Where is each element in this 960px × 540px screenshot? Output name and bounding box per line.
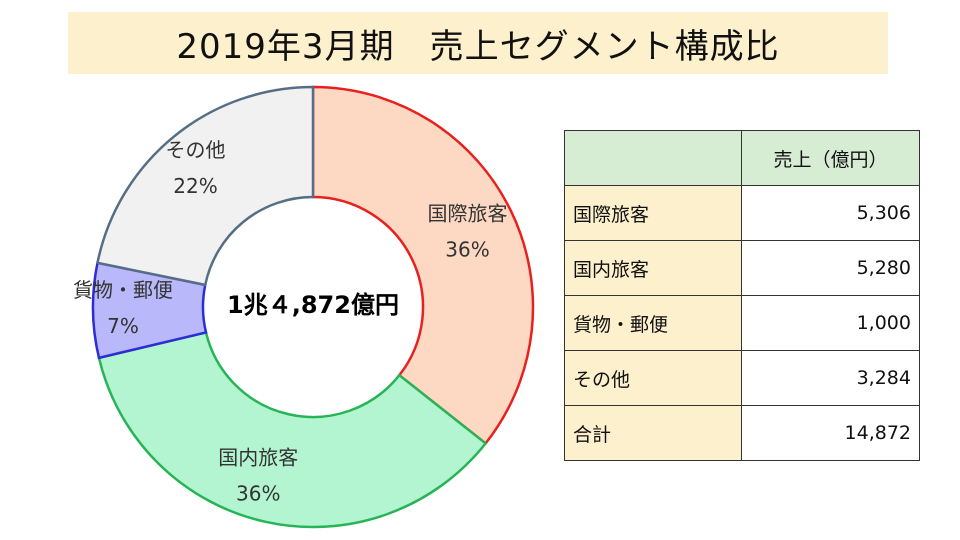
slice-percent-label: 22% xyxy=(173,174,217,198)
donut-slice xyxy=(97,330,488,529)
table-row-label: 国内旅客 xyxy=(564,240,742,296)
donut-slice xyxy=(96,85,315,287)
table-total-label: 合計 xyxy=(564,405,742,461)
center-total-label: 1兆４,872億円 xyxy=(227,291,399,319)
slice-percent-label: 7% xyxy=(107,314,139,338)
table-header-row: 売上（億円） xyxy=(564,130,920,186)
table-row-label: 貨物・郵便 xyxy=(564,295,742,351)
slice-category-label: その他 xyxy=(166,138,226,162)
table-row: その他 3,284 xyxy=(564,350,920,406)
table-total-value: 14,872 xyxy=(741,405,920,461)
slice-percent-label: 36% xyxy=(236,481,280,505)
table-header-blank xyxy=(564,130,742,186)
table-row: 国内旅客 5,280 xyxy=(564,240,920,296)
page-title: 2019年3月期 売上セグメント構成比 xyxy=(176,26,780,67)
table-row-label: 国際旅客 xyxy=(564,185,742,241)
slice-category-label: 国内旅客 xyxy=(218,445,298,469)
slice-percent-label: 36% xyxy=(445,238,489,262)
slice-category-label: 国際旅客 xyxy=(428,202,508,226)
table-row-value: 5,280 xyxy=(741,240,920,296)
title-banner: 2019年3月期 売上セグメント構成比 xyxy=(68,12,888,74)
table-row: 国際旅客 5,306 xyxy=(564,185,920,241)
donut-slice xyxy=(311,85,535,446)
table-row: 貨物・郵便 1,000 xyxy=(564,295,920,351)
sales-table: 売上（億円） 国際旅客 5,306 国内旅客 5,280 貨物・郵便 1,000… xyxy=(564,130,920,461)
table-row-total: 合計 14,872 xyxy=(564,405,920,461)
table-row-value: 3,284 xyxy=(741,350,920,406)
table-row-value: 5,306 xyxy=(741,185,920,241)
table-row-value: 1,000 xyxy=(741,295,920,351)
donut-labels: 国際旅客 36% 国内旅客 36% 貨物・郵便 7% その他 22% xyxy=(73,138,507,506)
donut-slices xyxy=(91,85,535,529)
table-row-label: その他 xyxy=(564,350,742,406)
slice-category-label: 貨物・郵便 xyxy=(73,278,173,302)
table-header-value: 売上（億円） xyxy=(741,130,920,186)
